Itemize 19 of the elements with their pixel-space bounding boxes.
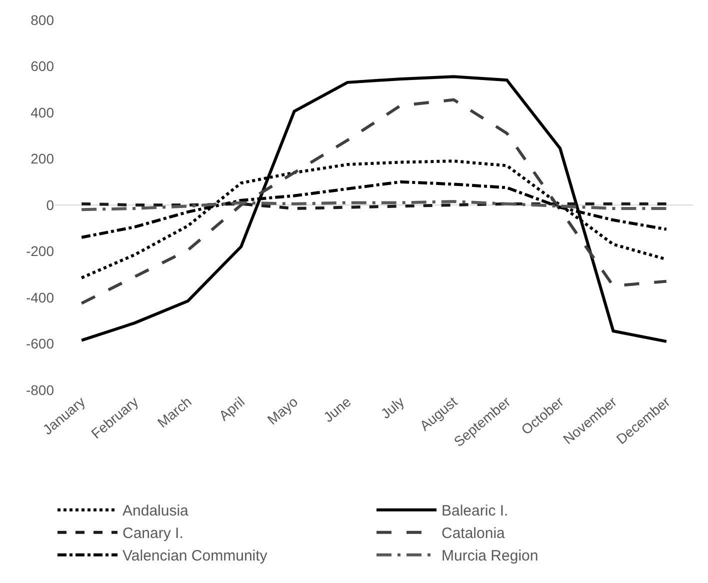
y-tick-label: 0: [46, 196, 54, 213]
legend-label: Valencian Community: [122, 548, 268, 565]
legend-label: Andalusia: [122, 502, 190, 520]
line-series: [80, 75, 668, 343]
y-tick-label: 200: [30, 150, 54, 167]
y-tick-label: -600: [26, 336, 54, 352]
legend-label: Murcia Region: [442, 548, 538, 565]
y-tick-label: 800: [30, 12, 54, 28]
y-tick-label: -400: [26, 289, 54, 306]
y-tick-label: 400: [30, 104, 54, 120]
legend-label: Catalonia: [442, 525, 506, 542]
x-tick-label: June: [320, 393, 354, 426]
x-tick-label: July: [378, 393, 408, 422]
legend-label: Canary I.: [122, 525, 184, 542]
y-tick-label: -800: [26, 382, 54, 398]
y-tick-label: 600: [30, 58, 54, 74]
legend-label: Balearic I.: [442, 502, 508, 520]
line-series: [80, 98, 668, 305]
y-tick-label: -200: [26, 243, 54, 260]
